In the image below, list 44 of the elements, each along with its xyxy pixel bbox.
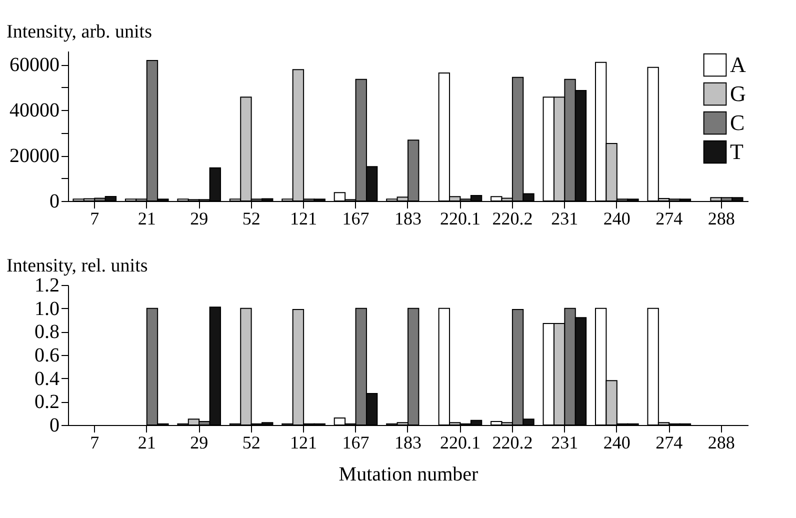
y-tick-label: 40000: [10, 100, 60, 122]
legend-label: G: [730, 81, 746, 106]
x-tick-label: 21: [138, 432, 156, 452]
x-tick-label: 220.2: [492, 208, 533, 228]
x-tick-label: 220.1: [440, 432, 480, 452]
x-tick-label: 52: [242, 432, 260, 452]
x-tick-label: 183: [394, 208, 422, 228]
y-tick-label: 0.6: [34, 344, 60, 366]
y-axis-title: Intensity, rel. units: [6, 256, 148, 276]
x-tick-label: 21: [138, 208, 156, 228]
x-tick-label: 220.1: [440, 208, 480, 228]
y-tick-label: 1.2: [34, 274, 60, 296]
y-tick-label: 0: [50, 190, 60, 212]
x-tick-label: 274: [656, 432, 683, 452]
x-tick-label: 7: [90, 432, 100, 452]
y-tick-label: 0.8: [34, 321, 60, 344]
legend-label: A: [730, 52, 746, 77]
legend-label: C: [730, 110, 745, 135]
x-tick-label: 29: [190, 432, 208, 452]
y-tick-label: 60000: [10, 54, 60, 76]
x-tick-label: 29: [190, 208, 208, 228]
x-axis-title: Mutation number: [338, 464, 479, 486]
y-tick-label: 1.0: [34, 298, 60, 320]
legend-label: T: [730, 139, 744, 164]
x-tick-label: 121: [290, 432, 318, 452]
x-tick-label: 288: [708, 208, 735, 228]
x-tick-label: 121: [290, 208, 318, 228]
y-tick-label: 20000: [10, 145, 60, 168]
y-axis-title: Intensity, arb. units: [6, 22, 152, 42]
x-tick-label: 183: [394, 432, 422, 452]
x-tick-label: 240: [603, 208, 630, 228]
x-tick-label: 288: [708, 432, 735, 452]
x-tick-label: 231: [551, 208, 578, 228]
x-tick-label: 220.2: [492, 432, 533, 452]
x-tick-label: 167: [342, 208, 370, 228]
x-tick-label: 240: [603, 432, 630, 452]
x-tick-label: 231: [551, 432, 578, 452]
x-tick-label: 167: [342, 432, 370, 452]
x-tick-label: 52: [242, 208, 260, 228]
x-tick-label: 7: [90, 208, 100, 228]
y-tick-label: 0.4: [34, 368, 60, 390]
x-tick-label: 274: [656, 208, 683, 228]
y-tick-label: 0: [50, 414, 60, 436]
y-tick-label: 0.2: [34, 391, 60, 414]
